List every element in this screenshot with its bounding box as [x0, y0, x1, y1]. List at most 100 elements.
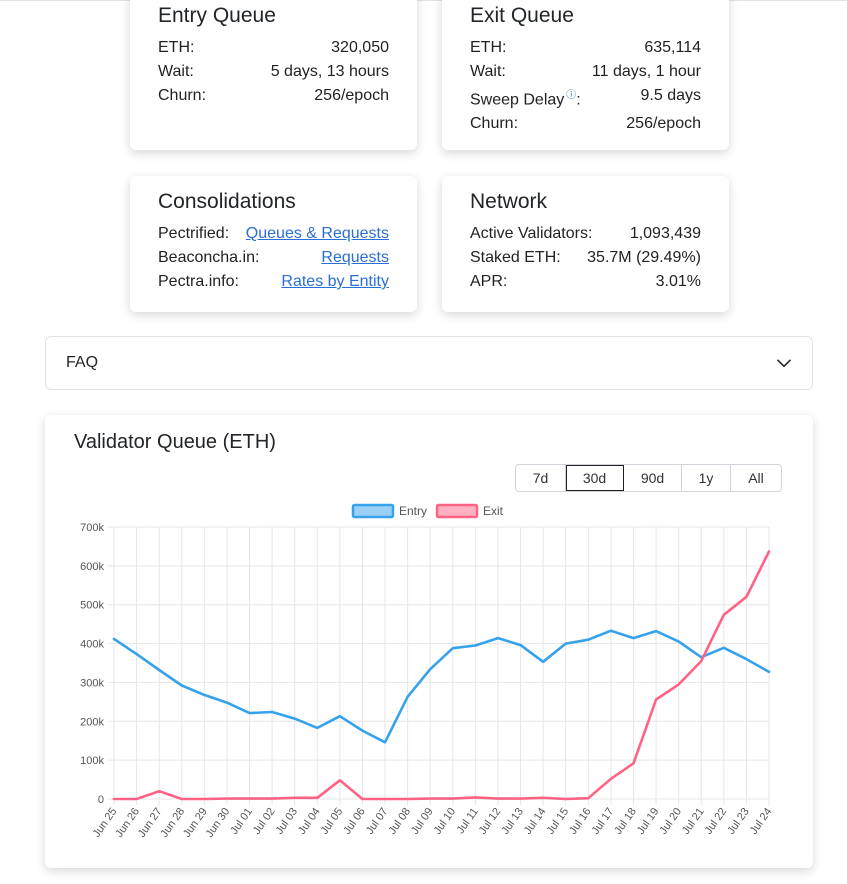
faq-accordion[interactable]: FAQ: [45, 336, 813, 390]
y-tick-label: 400k: [80, 639, 104, 651]
x-tick-label: Jul 24: [748, 806, 775, 837]
entry-queue-card: Entry Queue ETH: 320,050 Wait: 5 days, 1…: [130, 0, 417, 150]
entry-eth-value: 320,050: [331, 39, 389, 56]
range-30d-button[interactable]: 30d: [566, 465, 624, 491]
x-tick-label: Jul 16: [567, 806, 594, 837]
beaconchain-label: Beaconcha.in:: [158, 249, 260, 266]
info-icon[interactable]: ⓘ: [566, 90, 577, 101]
apr-value: 3.01%: [655, 273, 701, 290]
range-all-button[interactable]: All: [731, 465, 781, 491]
x-tick-label: Jul 05: [319, 806, 346, 837]
x-tick-label: Jul 10: [432, 806, 459, 837]
legend-label-entry: Entry: [399, 504, 427, 518]
x-tick-label: Jul 07: [364, 806, 391, 837]
apr-row: APR: 3.01%: [470, 270, 701, 294]
entry-churn-label: Churn:: [158, 87, 207, 104]
entry-wait-row: Wait: 5 days, 13 hours: [158, 60, 389, 84]
range-7d-button[interactable]: 7d: [516, 465, 566, 491]
y-tick-label: 0: [98, 794, 104, 806]
exit-sweep-colon: :: [576, 91, 581, 109]
x-tick-label: Jul 22: [703, 806, 730, 837]
consolidations-title: Consolidations: [158, 190, 296, 213]
entry-eth-label: ETH:: [158, 39, 195, 56]
legend-label-exit: Exit: [483, 504, 504, 518]
network-card: Network Active Validators: 1,093,439 Sta…: [442, 176, 729, 312]
top-border: [0, 0, 847, 2]
pectrified-row: Pectrified: Queues & Requests: [158, 222, 389, 246]
exit-churn-value: 256/epoch: [626, 115, 701, 133]
exit-eth-label: ETH:: [470, 39, 507, 56]
range-selector: 7d 30d 90d 1y All: [515, 464, 782, 492]
x-tick-label: Jul 21: [680, 806, 707, 837]
x-tick-label: Jul 15: [545, 806, 572, 837]
active-validators-row: Active Validators: 1,093,439: [470, 222, 701, 246]
pectra-info-link[interactable]: Rates by Entity: [281, 273, 389, 290]
pectra-info-row: Pectra.info: Rates by Entity: [158, 270, 389, 294]
entry-wait-label: Wait:: [158, 63, 194, 80]
x-tick-label: Jul 11: [455, 806, 481, 836]
chevron-down-icon[interactable]: [776, 355, 792, 371]
beaconchain-row: Beaconcha.in: Requests: [158, 246, 389, 270]
staked-eth-label: Staked ETH:: [470, 249, 561, 266]
range-1y-button[interactable]: 1y: [682, 465, 731, 491]
x-tick-label: Jul 01: [228, 806, 255, 837]
y-tick-label: 100k: [80, 755, 104, 767]
pectrified-link[interactable]: Queues & Requests: [245, 225, 389, 242]
exit-eth-value: 635,114: [644, 39, 701, 56]
exit-sweep-row: Sweep Delay ⓘ: 9.5 days: [470, 84, 701, 112]
faq-label: FAQ: [66, 354, 99, 371]
x-tick-label: Jul 04: [296, 806, 323, 837]
exit-queue-card: Exit Queue ETH: 635,114 Wait: 11 days, 1…: [442, 0, 729, 150]
staked-eth-value: 35.7M (29.49%): [587, 249, 701, 266]
beaconchain-link[interactable]: Requests: [321, 249, 389, 266]
consolidations-card: Consolidations Pectrified: Queues & Requ…: [130, 176, 417, 312]
y-tick-label: 300k: [80, 677, 104, 689]
x-tick-label: Jul 19: [635, 806, 662, 837]
legend-swatch-entry: [351, 503, 395, 519]
x-tick-label: Jul 18: [612, 806, 639, 837]
y-tick-label: 500k: [80, 600, 104, 612]
exit-eth-row: ETH: 635,114: [470, 36, 701, 60]
x-tick-label: Jul 17: [590, 806, 617, 837]
x-tick-label: Jul 08: [386, 806, 413, 837]
entry-wait-value: 5 days, 13 hours: [270, 63, 389, 80]
entry-eth-row: ETH: 320,050: [158, 36, 389, 60]
exit-wait-label: Wait:: [470, 63, 506, 80]
exit-sweep-label-wrap: Sweep Delay ⓘ:: [470, 84, 581, 112]
exit-sweep-label: Sweep Delay: [470, 91, 565, 109]
entry-churn-value: 256/epoch: [314, 87, 389, 104]
x-tick-label: Jul 12: [477, 806, 504, 837]
exit-churn-row: Churn: 256/epoch: [470, 112, 701, 136]
active-validators-label: Active Validators:: [470, 225, 593, 242]
chart-title: Validator Queue (ETH): [74, 431, 276, 453]
range-90d-button[interactable]: 90d: [624, 465, 682, 491]
chart-card: 0 100k 200k 300k 400k 500k 600k 700k Jun 25 Jun 2…: [45, 415, 813, 868]
x-tick-label: Jul 02: [251, 806, 278, 837]
y-tick-label: 700k: [80, 522, 104, 534]
entry-churn-row: Churn: 256/epoch: [158, 84, 389, 108]
entry-queue-title: Entry Queue: [158, 4, 276, 27]
legend-swatch-exit: [435, 503, 479, 519]
active-validators-value: 1,093,439: [629, 225, 701, 242]
exit-churn-label: Churn:: [470, 115, 519, 133]
x-tick-label: Jun 30: [204, 806, 233, 840]
x-tick-label: Jul 23: [725, 806, 752, 837]
series-line-entry: [112, 629, 771, 744]
x-tick-label: Jul 13: [499, 806, 526, 837]
network-title: Network: [470, 190, 548, 213]
x-tick-label: Jul 03: [273, 806, 300, 837]
staked-eth-row: Staked ETH: 35.7M (29.49%): [470, 246, 701, 270]
pectra-info-label: Pectra.info:: [158, 273, 239, 290]
series-line-exit: [112, 550, 771, 801]
y-tick-label: 200k: [80, 716, 104, 728]
x-tick-label: Jul 09: [409, 806, 436, 837]
pectrified-label: Pectrified:: [158, 225, 230, 242]
x-tick-label: Jul 20: [657, 806, 684, 837]
exit-queue-title: Exit Queue: [470, 4, 574, 27]
exit-sweep-value: 9.5 days: [640, 87, 701, 104]
x-tick-label: Jul 06: [341, 806, 368, 837]
y-tick-label: 600k: [80, 561, 104, 573]
exit-wait-value: 11 days, 1 hour: [591, 63, 701, 80]
x-tick-label: Jul 14: [522, 806, 549, 837]
